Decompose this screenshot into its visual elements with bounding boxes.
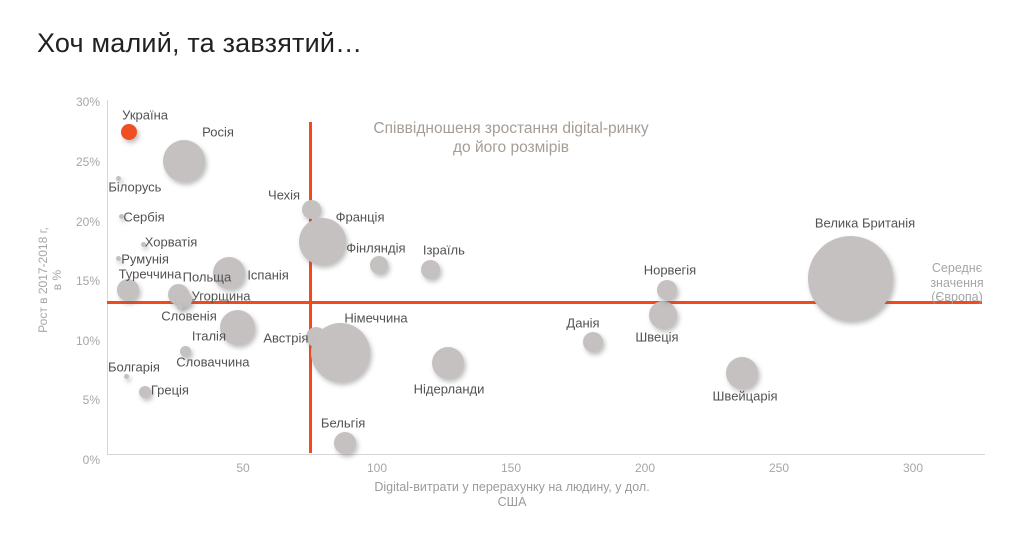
- x-tick-label: 250: [768, 461, 790, 475]
- country-bubble: [583, 331, 603, 352]
- y-tick-label: 30%: [75, 95, 100, 110]
- y-axis-line: [107, 100, 108, 454]
- country-label: Росія: [202, 124, 234, 140]
- country-label: Болгарія: [108, 359, 160, 375]
- y-tick-label: 0%: [82, 453, 100, 467]
- country-bubble: [163, 139, 206, 182]
- country-bubble: [177, 304, 184, 311]
- x-tick-label: 150: [500, 461, 522, 475]
- country-label: Угорщина: [191, 288, 251, 304]
- country-label: Хорватія: [144, 234, 198, 250]
- country-label: Ізраїль: [422, 242, 465, 258]
- slide-title: Хоч малий, та завзятий…: [37, 28, 363, 58]
- chart-title-line2: до його розмірів: [452, 139, 570, 156]
- country-bubble: [421, 259, 441, 279]
- country-bubble: [432, 347, 465, 380]
- x-tick-label: 200: [634, 461, 656, 475]
- y-tick-label: 25%: [75, 155, 100, 169]
- country-label: Бельгія: [320, 415, 366, 431]
- x-tick-label: 100: [366, 461, 388, 475]
- chart-title: Співвідношеня зростання digital-ринку до…: [373, 119, 648, 157]
- country-label: Словенія: [161, 308, 217, 324]
- average-line-vertical: [308, 122, 312, 453]
- country-label: Данія: [566, 315, 600, 331]
- y-axis-title-line2: в %: [50, 269, 64, 291]
- x-axis-title-line2: США: [497, 495, 527, 509]
- country-bubble: [369, 255, 388, 274]
- country-label: Білорусь: [108, 179, 162, 195]
- country-bubble: [180, 346, 192, 358]
- average-label-line1: Середнє: [931, 261, 983, 275]
- country-label: Нідерланди: [413, 381, 485, 397]
- country-label: Туреччина: [118, 266, 182, 282]
- country-bubble: [117, 278, 140, 301]
- y-tick-label: 5%: [82, 393, 100, 408]
- country-bubble: [213, 256, 246, 289]
- country-bubble: [138, 386, 151, 399]
- country-bubble: [648, 300, 677, 329]
- x-axis-title: Digital-витрати у перерахунку на людину,…: [374, 480, 649, 510]
- country-label: Україна: [122, 107, 169, 123]
- country-bubble: [726, 356, 759, 389]
- x-tick-label: 50: [236, 461, 250, 475]
- country-label: Польща: [182, 269, 232, 285]
- y-axis-title-line1: Рост в 2017-2018 г,: [36, 227, 50, 333]
- country-bubble: [220, 310, 256, 346]
- country-label: Румунія: [121, 251, 169, 267]
- x-axis-line: [107, 454, 985, 455]
- y-tick-label: 10%: [75, 333, 100, 348]
- average-line-horizontal: [107, 301, 982, 305]
- country-label: Німеччина: [344, 310, 408, 326]
- y-axis-title: Рост в 2017-2018 г, в %: [36, 227, 64, 333]
- country-label: Швейцарія: [712, 388, 778, 404]
- country-bubble: [334, 432, 357, 455]
- country-bubble: [118, 214, 124, 220]
- country-label: Франція: [335, 209, 385, 225]
- country-bubble: [176, 292, 193, 309]
- country-label: Австрія: [263, 330, 309, 346]
- country-label: Італія: [191, 328, 226, 344]
- average-label-line3: (Європа): [931, 290, 983, 304]
- country-bubble: [298, 218, 346, 266]
- country-label: Велика Британія: [814, 215, 916, 231]
- x-tick-label: 300: [902, 461, 924, 475]
- country-label: Швеція: [635, 329, 679, 345]
- average-value-label: Середнє значення (Європа): [930, 261, 983, 305]
- country-label: Словаччина: [176, 354, 250, 370]
- country-label: Чехія: [268, 187, 301, 203]
- chart-title-line1: Співвідношеня зростання digital-ринку: [373, 120, 649, 137]
- x-axis-title-line1: Digital-витрати у перерахунку на людину,…: [374, 480, 650, 494]
- country-bubble: [116, 176, 122, 182]
- country-label: Фінляндія: [346, 240, 406, 255]
- country-bubble: [121, 124, 138, 141]
- country-bubble: [124, 374, 130, 380]
- country-label: Іспанія: [247, 267, 289, 283]
- country-bubble: [310, 323, 370, 383]
- y-tick-label: 15%: [75, 274, 100, 289]
- y-tick-label: 20%: [75, 214, 100, 229]
- country-bubble: [115, 256, 121, 262]
- country-label: Сербія: [123, 209, 165, 225]
- country-bubble: [140, 241, 146, 247]
- country-label: Норвегія: [643, 262, 697, 278]
- country-bubble: [301, 200, 321, 220]
- country-bubble: [656, 279, 677, 300]
- country-bubble: [807, 236, 893, 322]
- average-label-line2: значення: [930, 275, 984, 290]
- country-label: Греція: [150, 382, 189, 398]
